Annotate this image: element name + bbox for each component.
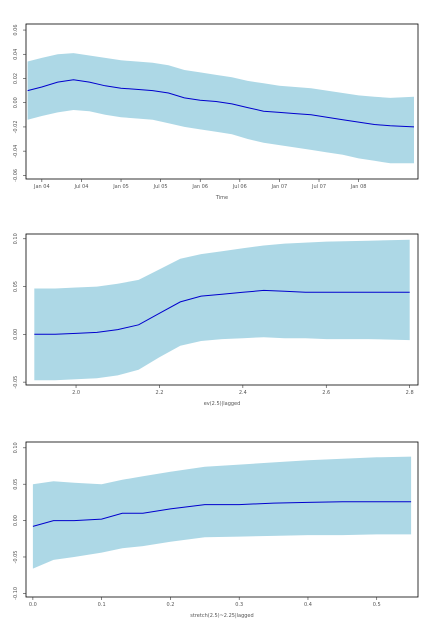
x-tick-label: Jan 05 [112, 184, 129, 190]
x-tick-label: Jul 05 [153, 184, 168, 190]
confidence-band-time [27, 53, 414, 164]
x-tick-label: 2.8 [406, 390, 414, 396]
y-tick-label: 0.04 [13, 49, 19, 60]
y-tick-label: -0.05 [13, 551, 19, 564]
x-tick-label: Jul 04 [73, 184, 88, 190]
x-tick-label: Jul 06 [232, 184, 247, 190]
x-tick-label: 2.2 [155, 390, 163, 396]
x-tick-label: 0.1 [98, 602, 106, 608]
x-tick-label: 2.0 [72, 390, 80, 396]
x-axis-title-stretch-lagged: stretch(2.5)~2.25|lagged [190, 613, 253, 619]
y-tick-label: 0.00 [13, 329, 19, 340]
y-tick-label: 0.10 [13, 442, 19, 453]
y-tick-label: -0.04 [13, 145, 19, 158]
panel-time: Jan 04 Jul 04 Jan 05 Jul 05 Jan 06 Jul 06 Jan … [13, 23, 419, 201]
confidence-band-stretch-lagged [32, 456, 412, 569]
y-tick-label: 0.00 [13, 515, 19, 526]
x-tick-label: 0.3 [235, 602, 243, 608]
x-tick-label: Jan 04 [33, 184, 50, 190]
x-tick-label: Jul 07 [311, 184, 326, 190]
x-tick-label: Jan 08 [350, 184, 367, 190]
x-tick-label: 2.4 [239, 390, 247, 396]
x-axis-title-ev-lagged: ev(2.5)|lagged [204, 401, 241, 407]
fit-line-ev-lagged [34, 289, 410, 335]
y-tick-label: 0.10 [13, 233, 19, 244]
fit-line-time [27, 79, 415, 128]
fit-line-stretch-lagged [32, 501, 412, 527]
x-tick-label: 0.5 [373, 602, 381, 608]
x-tick-label: 0.0 [29, 602, 37, 608]
y-tick-label: 0.00 [13, 97, 19, 108]
x-tick-label: Jan 07 [271, 184, 288, 190]
y-tick-label: 0.06 [13, 24, 19, 35]
y-tick-label: 0.05 [13, 281, 19, 292]
y-tick-label: -0.02 [13, 120, 19, 133]
y-tick-label: 0.05 [13, 479, 19, 490]
y-tick-label: 0.02 [13, 73, 19, 84]
y-tick-label: -0.06 [13, 169, 19, 182]
confidence-band-ev-lagged [34, 239, 410, 381]
x-tick-label: 2.6 [322, 390, 330, 396]
panel-stretch-lagged: 0.0 0.1 0.2 0.3 0.4 0.5 -0.10 -0.05 0.00 0.05 0.10… [13, 441, 419, 619]
x-tick-label: 0.2 [166, 602, 174, 608]
y-tick-label: -0.05 [13, 376, 19, 389]
x-tick-label: 0.4 [304, 602, 312, 608]
panel-ev-lagged: 2.0 2.2 2.4 2.6 2.8 -0.05 0.00 0.05 0.10 ev(2.5)|… [13, 233, 419, 407]
x-axis-title-time: Time [215, 195, 228, 201]
y-tick-label: -0.10 [13, 587, 19, 600]
x-tick-label: Jan 06 [191, 184, 208, 190]
